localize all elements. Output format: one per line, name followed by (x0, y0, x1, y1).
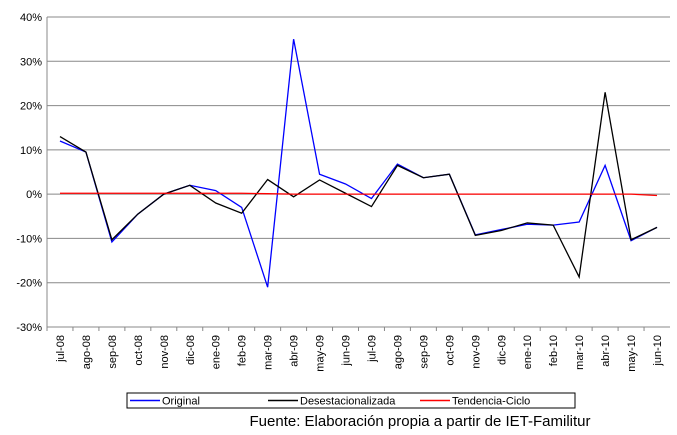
x-tick-label: dic-09 (496, 335, 508, 365)
legend-label: Desestacionalizada (300, 396, 396, 408)
legend-label: Tendencia-Ciclo (452, 396, 530, 408)
legend-label: Original (162, 396, 200, 408)
y-tick-label: -20% (16, 278, 42, 290)
x-tick-label: oct-09 (444, 335, 456, 366)
x-tick-label: ene-09 (211, 335, 223, 369)
legend-box (126, 392, 576, 409)
x-tick-label: feb-10 (548, 335, 560, 366)
x-tick-label: dic-08 (185, 335, 197, 365)
x-tick-label: may-09 (315, 335, 327, 372)
x-tick-label: mar-10 (574, 335, 586, 370)
y-tick-label: 40% (20, 12, 42, 24)
x-tick-label: jun-09 (341, 335, 353, 367)
x-tick-label: mar-09 (263, 335, 275, 370)
series-line (59, 192, 658, 197)
x-tick-label: oct-08 (133, 335, 145, 366)
y-tick-label: -30% (16, 322, 42, 334)
series-line (59, 92, 658, 280)
x-tick-label: abr-09 (289, 335, 301, 367)
y-tick-label: -10% (16, 233, 42, 245)
series-line (59, 39, 658, 288)
x-tick-label: sep-09 (418, 335, 430, 369)
x-tick-label: jul-09 (366, 335, 378, 363)
x-tick-label: feb-09 (237, 335, 249, 366)
x-tick-label: abr-10 (600, 335, 612, 367)
x-tick-label: jul-08 (55, 335, 67, 363)
y-tick-label: 30% (20, 56, 42, 68)
x-tick-label: ene-10 (522, 335, 534, 369)
y-tick-label: 10% (20, 145, 42, 157)
x-tick-label: ago-09 (392, 335, 404, 369)
x-tick-label: may-10 (626, 335, 638, 372)
source-note: Fuente: Elaboración propia a partir de I… (250, 413, 591, 430)
x-tick-label: jun-10 (652, 335, 664, 367)
x-tick-label: ago-08 (81, 335, 93, 369)
x-tick-label: nov-08 (159, 335, 171, 369)
y-tick-label: 20% (20, 101, 42, 113)
x-tick-label: nov-09 (470, 335, 482, 369)
y-tick-label: 0% (26, 189, 42, 201)
x-tick-label: sep-08 (107, 335, 119, 369)
